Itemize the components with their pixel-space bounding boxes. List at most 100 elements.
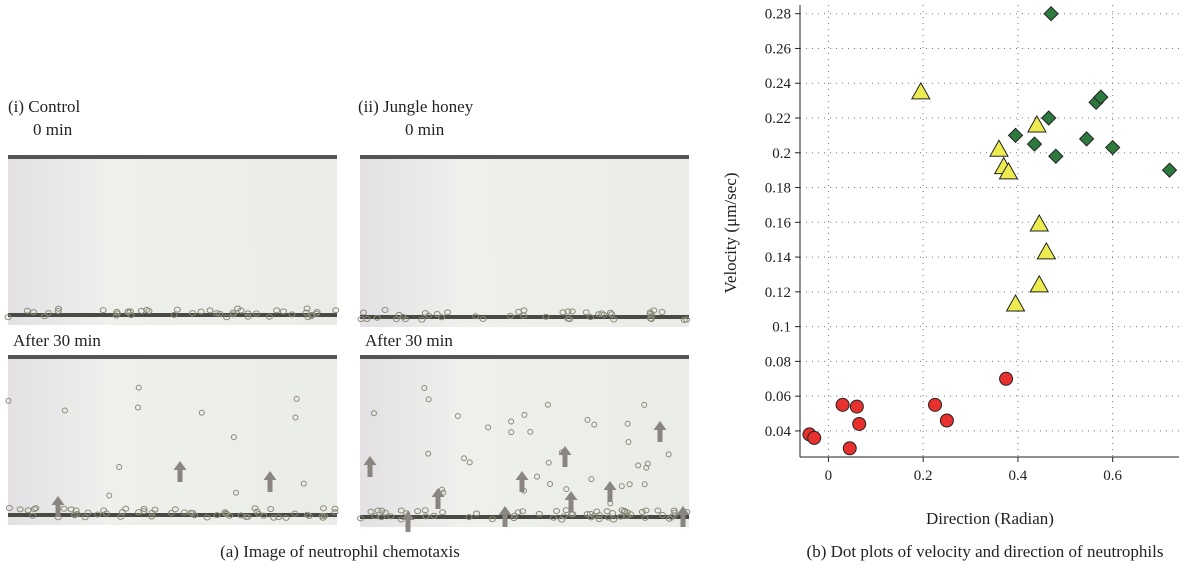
y-tick-label: 0.24 — [765, 76, 792, 92]
cell — [624, 420, 631, 427]
cell — [620, 508, 628, 515]
micrographs — [4, 155, 691, 532]
arrow — [363, 456, 377, 477]
cell — [4, 314, 12, 321]
point — [998, 161, 1019, 180]
cell — [588, 476, 595, 483]
cell — [587, 314, 595, 321]
cell — [5, 397, 12, 404]
cell — [300, 480, 307, 487]
cell — [137, 307, 145, 314]
cell — [30, 309, 38, 316]
cell — [303, 305, 311, 312]
cell — [244, 310, 252, 317]
cell — [397, 507, 405, 514]
cell — [560, 513, 568, 520]
cell — [646, 310, 654, 317]
cell — [106, 492, 113, 499]
cell — [135, 384, 142, 391]
cell — [84, 509, 92, 516]
x-tick-label: 0 — [825, 468, 833, 484]
cell — [237, 512, 245, 519]
cell — [414, 508, 422, 515]
point — [1093, 89, 1109, 105]
cell — [535, 510, 543, 517]
y-axis-label: Velocity (μm/sec) — [721, 173, 740, 294]
arrow — [401, 511, 415, 532]
point — [807, 430, 822, 445]
cell — [618, 507, 626, 514]
cell — [168, 509, 176, 516]
caption: (a) Image of neutrophil chemotaxis — [220, 542, 460, 561]
point — [999, 371, 1014, 386]
cell — [550, 514, 558, 521]
cell — [331, 505, 339, 512]
cell — [230, 434, 237, 441]
micrograph — [8, 355, 337, 525]
cell — [244, 313, 252, 320]
cell — [265, 313, 273, 320]
channel-edge — [8, 155, 337, 159]
cell — [641, 401, 648, 408]
x-tick-label: 0.2 — [914, 468, 933, 484]
cell — [430, 512, 438, 519]
cell — [197, 308, 205, 315]
y-tick-label: 0.28 — [765, 7, 791, 23]
cell — [584, 416, 591, 423]
cell — [545, 459, 552, 466]
arrow — [676, 506, 690, 527]
cell — [292, 414, 299, 421]
cell — [559, 309, 567, 316]
cell — [374, 507, 382, 514]
cell — [641, 481, 648, 488]
cell — [100, 507, 108, 514]
cell — [5, 505, 13, 512]
cell — [143, 306, 151, 313]
arrow — [515, 471, 529, 492]
point — [835, 397, 850, 412]
caption: (b) Dot plots of velocity and direction … — [807, 542, 1164, 561]
x-axis-label: Direction (Radian) — [926, 509, 1054, 528]
channel-edge — [360, 155, 689, 159]
cell — [590, 513, 598, 520]
cell — [67, 506, 75, 513]
arrow — [51, 496, 65, 517]
cell — [367, 508, 375, 515]
cell — [542, 313, 550, 320]
micrograph — [360, 155, 689, 327]
cell — [55, 305, 63, 312]
cell — [608, 311, 616, 318]
cell — [113, 308, 121, 315]
cell — [332, 307, 340, 314]
y-tick-label: 0.2 — [772, 146, 791, 162]
cell — [213, 512, 221, 519]
cell — [188, 310, 196, 317]
arrow — [653, 421, 667, 442]
cell — [425, 396, 432, 403]
cell — [625, 438, 632, 445]
cell — [251, 505, 259, 512]
cell — [319, 505, 327, 512]
cell — [568, 308, 576, 315]
cell — [29, 512, 37, 519]
cell — [558, 516, 566, 523]
point — [989, 139, 1009, 157]
cell — [515, 308, 523, 315]
cell — [237, 307, 245, 314]
cell — [659, 512, 667, 519]
cell — [438, 486, 445, 493]
panel-time: After 30 min — [365, 331, 453, 350]
cell — [252, 310, 260, 317]
panel-title: (ii) Jungle honey — [358, 97, 474, 116]
cell — [293, 395, 300, 402]
y-tick-label: 0.12 — [765, 285, 791, 301]
cell — [170, 311, 178, 318]
cell — [229, 309, 237, 316]
cell — [506, 312, 514, 319]
cell — [454, 413, 461, 420]
cell — [472, 313, 480, 320]
cell — [378, 514, 386, 521]
cell — [465, 514, 473, 521]
channel-edge — [8, 313, 337, 317]
cell — [582, 309, 590, 316]
